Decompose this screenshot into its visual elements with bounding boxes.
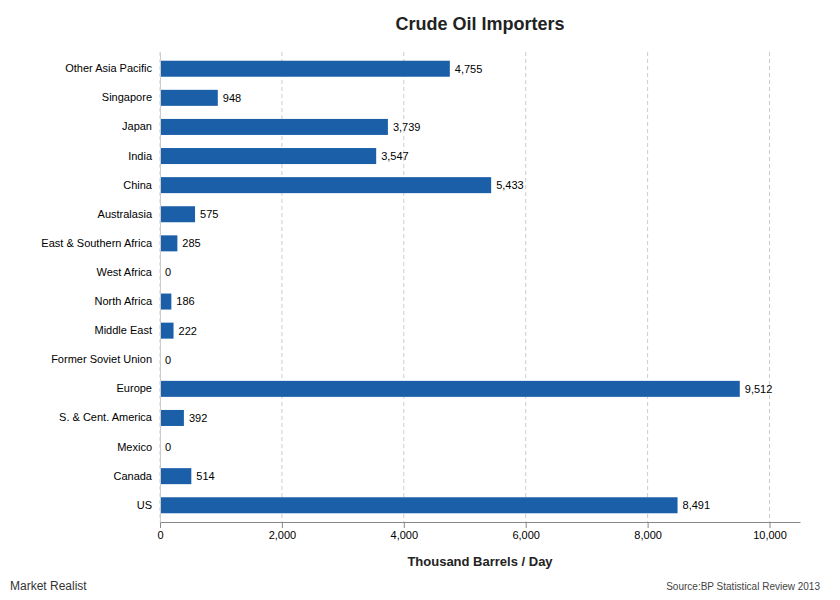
y-tick: Japan <box>122 120 160 132</box>
data-labels: 8,491 514 0 392 9,512 0 222 186 0 285 575 5,433 3,54… <box>165 63 772 512</box>
data-label: 222 <box>179 325 197 337</box>
data-label: 3,547 <box>381 150 409 162</box>
x-axis-title: Thousand Barrels / Day <box>407 554 553 569</box>
bar <box>160 148 376 164</box>
data-label: 575 <box>200 208 218 220</box>
y-tick: S. & Cent. America <box>59 411 160 423</box>
bar <box>160 206 195 222</box>
data-label: 3,739 <box>393 121 421 133</box>
y-tick-label: Other Asia Pacific <box>65 62 152 74</box>
data-label: 8,491 <box>683 499 711 511</box>
y-tick: China <box>123 179 160 191</box>
grid-line <box>647 52 648 522</box>
y-tick: North Africa <box>95 295 160 307</box>
y-tick: US <box>137 499 160 511</box>
x-tick: 10,000 <box>753 522 787 541</box>
y-tick: West Africa <box>97 266 160 278</box>
x-tick: 2,000 <box>269 522 297 541</box>
data-label: 5,433 <box>496 179 524 191</box>
bar <box>160 119 388 135</box>
x-tick-mark <box>648 522 649 528</box>
bar <box>160 235 177 251</box>
bar <box>160 323 174 339</box>
x-tick-label: 2,000 <box>269 529 297 541</box>
grid-line <box>160 52 161 522</box>
bars <box>160 61 740 514</box>
x-tick-mark <box>404 522 405 528</box>
data-label: 285 <box>182 237 200 249</box>
data-label: 0 <box>165 441 171 453</box>
grid-line <box>525 52 526 522</box>
y-tick: Mexico <box>117 441 160 453</box>
y-tick-label: Singapore <box>102 91 152 103</box>
x-axis-line <box>161 522 801 523</box>
watermark: Market Realist <box>10 579 87 593</box>
bar <box>160 90 218 106</box>
y-tick: India <box>128 150 160 162</box>
y-tick: Former Soviet Union <box>51 353 160 365</box>
y-tick: Canada <box>113 470 160 482</box>
y-tick-label: Australasia <box>98 208 153 220</box>
bar <box>160 294 171 310</box>
background <box>0 0 840 600</box>
y-axis: US Canada Mexico S. & Cent. America Europe Fo… <box>41 53 160 523</box>
bar <box>160 497 678 513</box>
x-tick-label: 6,000 <box>512 529 540 541</box>
x-tick: 0 <box>157 522 163 541</box>
bar <box>160 177 491 193</box>
chart: 8,491 514 0 392 9,512 0 222 186 0 285 575 5,433 3,54… <box>0 0 840 600</box>
x-tick-label: 0 <box>157 529 163 541</box>
y-tick-label: Japan <box>122 120 152 132</box>
y-tick-label: Canada <box>113 470 152 482</box>
x-axis: 0 2,000 4,000 6,000 8,000 10,000 <box>157 522 800 541</box>
x-tick-label: 4,000 <box>391 529 419 541</box>
x-tick-mark <box>282 522 283 528</box>
data-label: 392 <box>189 412 207 424</box>
x-tick: 6,000 <box>512 522 540 541</box>
bar <box>160 381 740 397</box>
y-tick-label: China <box>123 179 153 191</box>
title: Crude Oil Importers <box>395 14 564 34</box>
bar <box>160 410 184 426</box>
x-tick-mark <box>770 522 771 528</box>
data-label: 0 <box>165 266 171 278</box>
y-tick: Australasia <box>98 208 160 220</box>
bar <box>160 468 191 484</box>
y-tick-label: East & Southern Africa <box>41 237 153 249</box>
y-tick: Singapore <box>102 91 160 103</box>
data-label: 948 <box>223 92 241 104</box>
y-axis-line <box>160 53 161 523</box>
data-label: 4,755 <box>455 63 483 75</box>
data-label: 9,512 <box>745 383 773 395</box>
y-tick-label: West Africa <box>97 266 153 278</box>
grid-line <box>769 52 770 522</box>
data-label: 0 <box>165 354 171 366</box>
source-note: Source:BP Statistical Review 2013 <box>666 581 820 592</box>
plot: 8,491 514 0 392 9,512 0 222 186 0 285 575 5,433 3,54… <box>41 52 800 541</box>
x-tick-label: 10,000 <box>753 529 787 541</box>
x-tick: 8,000 <box>634 522 662 541</box>
x-tick-mark <box>160 522 161 528</box>
y-tick-label: North Africa <box>95 295 153 307</box>
y-tick-label: US <box>137 499 152 511</box>
y-tick: Middle East <box>95 324 160 336</box>
x-tick: 4,000 <box>391 522 419 541</box>
y-tick-label: Former Soviet Union <box>51 353 152 365</box>
y-tick-label: India <box>128 150 153 162</box>
y-tick: Other Asia Pacific <box>65 62 160 74</box>
y-tick-label: Mexico <box>117 441 152 453</box>
data-label: 514 <box>196 470 214 482</box>
grid <box>160 52 770 522</box>
y-tick: East & Southern Africa <box>41 237 160 249</box>
x-tick-label: 8,000 <box>634 529 662 541</box>
y-tick-label: Middle East <box>95 324 152 336</box>
data-label: 186 <box>176 295 194 307</box>
x-tick-mark <box>526 522 527 528</box>
y-tick-label: S. & Cent. America <box>59 411 153 423</box>
y-tick-label: Europe <box>117 382 152 394</box>
bar <box>160 61 450 77</box>
y-tick: Europe <box>117 382 160 394</box>
